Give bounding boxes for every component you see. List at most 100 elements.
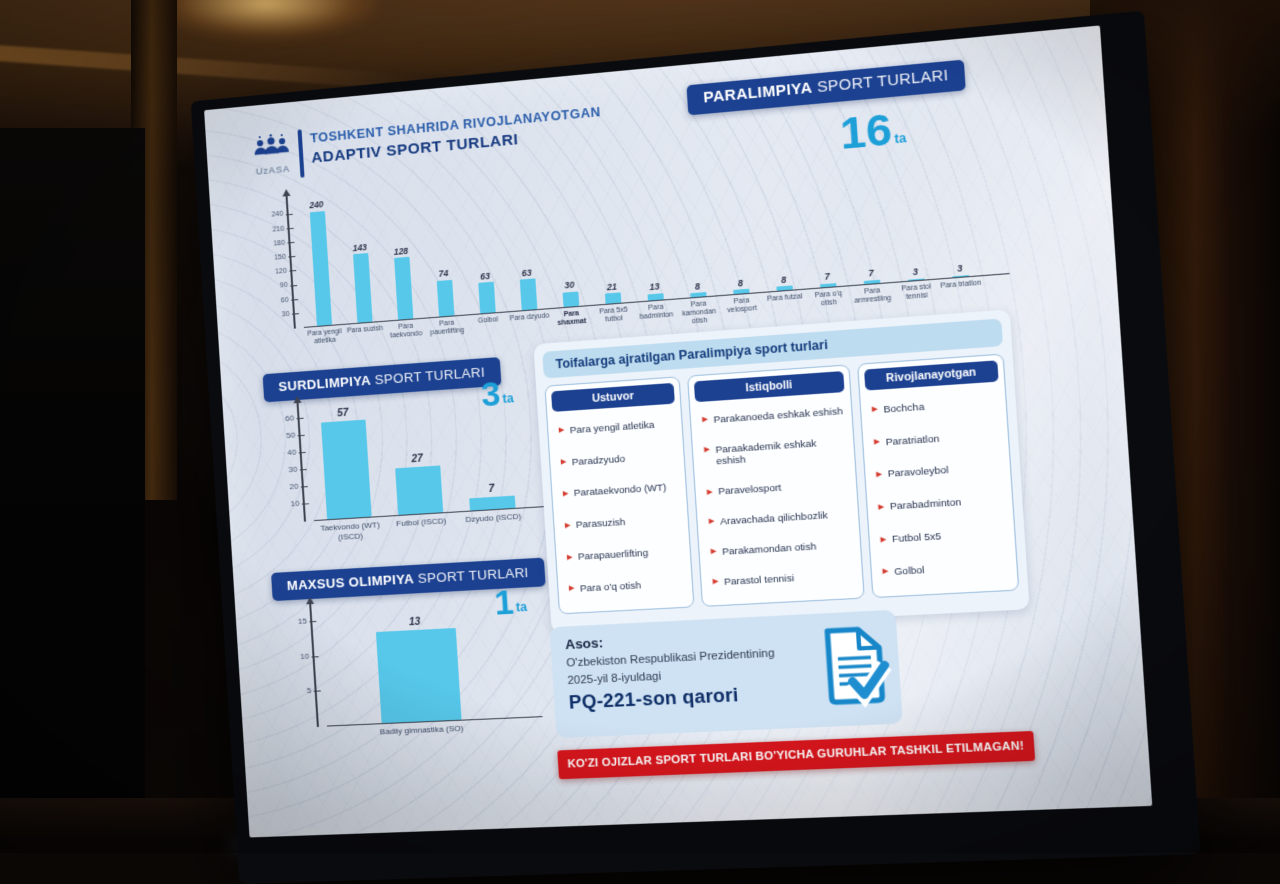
bar: [375, 628, 462, 724]
category-label: Golbol: [477, 316, 499, 325]
bar: [562, 291, 579, 308]
category-list-item: ▶ Parataekvondo (WT): [563, 482, 681, 501]
y-tick-label: 10: [299, 651, 310, 662]
category-list-item: ▶ Parasuzish: [565, 514, 683, 533]
y-tick-label: 60: [280, 296, 289, 305]
bar-value-label: 13: [408, 616, 421, 629]
category-card-items: ▶ Para yengil atletika ▶ Paradzyudo ▶ Paratae…: [552, 404, 688, 608]
category-card-ustuvor: Ustuvor ▶ Para yengil atletika ▶ Paradzyudo…: [544, 376, 696, 615]
category-card-rivojlanayotgan: Rivojlanayotgan ▶ Bochcha ▶ Paratriatlon ▶ Pa…: [856, 353, 1020, 599]
bar-value-label: 3: [956, 262, 963, 274]
category-item-label: Parakanoeda eshkak eshish: [713, 405, 844, 426]
banner-strong-text: MAXSUS OLIMPIYA: [286, 571, 415, 594]
y-tick-label: 180: [273, 239, 286, 248]
bullet-triangle-icon: ▶: [566, 553, 573, 561]
bar-value-label: 128: [393, 245, 409, 257]
count-number: 16: [838, 104, 894, 159]
category-label: Para badminton: [639, 303, 674, 322]
category-list-item: ▶ Para yengil atletika: [558, 418, 676, 438]
people-group-icon: [254, 133, 289, 156]
category-list-item: ▶ Golbol: [882, 560, 1010, 579]
category-item-label: Parakamondan otish: [721, 540, 817, 558]
bullet-triangle-icon: ▶: [876, 470, 883, 479]
bar: [907, 278, 925, 281]
y-tick-label: 40: [286, 447, 297, 458]
bullet-triangle-icon: ▶: [706, 488, 713, 496]
category-list-item: ▶ Bochcha: [872, 396, 1000, 416]
bullet-triangle-icon: ▶: [873, 438, 881, 447]
bars-area: 240 Para yengil atletika 143 Para suzish 128…: [296, 141, 1010, 345]
bar: [819, 282, 836, 288]
count-unit: ta: [894, 130, 907, 147]
bar: [519, 278, 537, 311]
category-item-label: Parasuzish: [575, 516, 626, 532]
y-tick-label: 30: [288, 464, 298, 475]
bar: [775, 285, 793, 291]
paralimpiya-banner: PARALIMPIYA SPORT TURLARI: [686, 59, 967, 116]
document-check-icon: [822, 625, 891, 710]
bar-value-label: 30: [564, 279, 575, 291]
category-label: Taekvondo (WT) (ISCD): [319, 520, 380, 542]
category-label: Para yengil atletika: [307, 328, 342, 346]
bar-value-label: 3: [912, 266, 919, 278]
bars-area: 13 Badiiy gimnastika (SO): [319, 599, 543, 736]
category-list-item: ▶ Paravoleybol: [876, 462, 1004, 482]
category-item-label: Paradzyudo: [571, 453, 626, 468]
category-list-item: ▶ Parabadminton: [878, 494, 1006, 514]
bar-value-label: 7: [488, 483, 495, 496]
category-item-label: Parabadminton: [889, 497, 962, 513]
category-list-item: ▶ Aravachada qilichbozlik: [709, 509, 852, 529]
bullet-triangle-icon: ▶: [708, 518, 715, 526]
category-item-label: Parastol tennisi: [723, 572, 795, 588]
bar-value-label: 8: [737, 277, 744, 289]
bar-group: 13 Badiiy gimnastika (SO): [320, 601, 517, 736]
bar-value-label: 27: [411, 453, 424, 466]
category-label: Para stol tennisi: [901, 283, 932, 302]
bullet-triangle-icon: ▶: [882, 568, 889, 576]
bullet-triangle-icon: ▶: [703, 446, 711, 454]
category-item-label: Para o'q otish: [579, 579, 642, 595]
category-label: Para suzish: [346, 324, 384, 335]
bar: [309, 210, 332, 326]
category-list-item: ▶ Paraakademik eshkak eshish: [704, 436, 848, 469]
logo-org-label: UzASA: [255, 163, 291, 178]
bar-value-label: 240: [308, 199, 324, 211]
category-list-item: ▶ Futbol 5x5: [880, 527, 1008, 546]
banner-rest-text: SPORT TURLARI: [811, 67, 949, 97]
banner-rest-text: SPORT TURLARI: [370, 364, 486, 388]
category-item-label: Paravoleybol: [887, 465, 950, 481]
category-label: Para triatlon: [940, 279, 982, 290]
category-label: Para 5x5 futbol: [598, 306, 629, 324]
y-tick-label: 50: [285, 430, 296, 441]
category-item-label: Parapauerlifting: [577, 547, 649, 563]
bar-group: 7 Dzyudo (ISCD): [449, 394, 529, 524]
bullet-triangle-icon: ▶: [562, 490, 569, 498]
category-card-items: ▶ Parakanoeda eshkak eshish ▶ Paraakademik …: [696, 392, 858, 600]
uzasa-logo: UzASA: [248, 132, 297, 178]
bullet-triangle-icon: ▶: [558, 426, 565, 435]
category-card-items: ▶ Bochcha ▶ Paratriatlon ▶ Paravoleybol ▶ Parab…: [865, 382, 1012, 592]
category-item-label: Paravelosport: [717, 482, 782, 498]
bar: [689, 292, 707, 298]
bar: [352, 253, 373, 323]
bar-value-label: 7: [867, 267, 874, 279]
y-tick-label: 120: [274, 267, 288, 276]
bar-value-label: 7: [824, 271, 831, 283]
bar: [436, 279, 454, 317]
bar-value-label: 57: [336, 407, 349, 420]
bullet-triangle-icon: ▶: [560, 458, 567, 466]
y-tick-label: 210: [272, 225, 285, 234]
bullet-triangle-icon: ▶: [568, 585, 575, 593]
bar-value-label: 74: [438, 268, 449, 280]
bar: [863, 279, 880, 285]
category-item-label: Golbol: [893, 564, 925, 578]
bar-value-label: 63: [521, 267, 532, 279]
y-tick-label: 15: [297, 616, 308, 627]
y-tick-label: 150: [274, 253, 287, 262]
bullet-triangle-icon: ▶: [871, 405, 879, 414]
y-tick-label: 240: [271, 211, 284, 220]
bars-area: 57 Taekvondo (WT) (ISCD) 27 Futbol (ISCD) 7 D…: [307, 392, 556, 541]
bullet-triangle-icon: ▶: [878, 503, 885, 511]
category-card-istiqbolli: Istiqbolli ▶ Parakanoeda eshkak eshish ▶ Pa…: [687, 364, 865, 607]
bar: [646, 293, 664, 301]
